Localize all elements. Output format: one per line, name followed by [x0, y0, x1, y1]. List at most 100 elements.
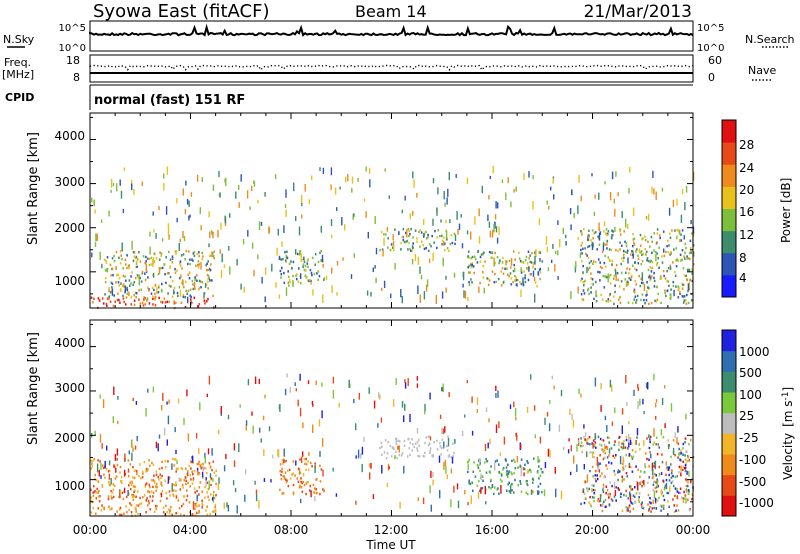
echo-cell: [692, 263, 695, 266]
echo-cell: [520, 443, 522, 450]
echo-cell: [607, 273, 609, 283]
echo-cell: [489, 438, 491, 445]
echo-cell: [530, 489, 533, 495]
echo-cell: [285, 209, 287, 217]
echo-cell: [355, 455, 357, 459]
echo-cell: [139, 260, 142, 263]
echo-cell: [96, 487, 98, 491]
echo-cell: [304, 184, 306, 192]
echo-cell: [628, 268, 631, 271]
echo-cell: [526, 480, 528, 483]
echo-cell: [194, 287, 196, 290]
echo-cell: [645, 250, 648, 253]
echo-cell: [677, 259, 679, 262]
echo-cell: [201, 503, 204, 507]
echo-cell: [631, 457, 634, 460]
echo-cell: [510, 283, 513, 286]
echo-cell: [309, 268, 312, 272]
echo-cell: [638, 248, 641, 254]
echo-cell: [238, 202, 240, 208]
echo-cell: [683, 490, 685, 494]
echo-cell: [183, 236, 186, 242]
echo-cell: [301, 258, 303, 262]
echo-cell: [625, 506, 628, 509]
echo-cell: [201, 177, 203, 182]
echo-cell: [563, 446, 565, 450]
echo-cell: [432, 252, 434, 262]
echo-cell: [627, 281, 629, 285]
echo-cell: [669, 266, 672, 270]
echo-cell: [439, 441, 441, 445]
echo-cell: [300, 253, 302, 262]
echo-cell: [593, 455, 595, 459]
echo-cell: [655, 490, 658, 493]
echo-cell: [676, 235, 678, 240]
echo-cell: [646, 259, 648, 262]
echo-cell: [205, 268, 208, 272]
echo-cell: [225, 453, 227, 460]
echo-cell: [608, 504, 611, 507]
echo-cell: [182, 188, 184, 196]
echo-cell: [412, 171, 414, 179]
echo-cell: [663, 248, 665, 253]
echo-cell: [143, 296, 145, 302]
echo-cell: [469, 482, 472, 486]
echo-cell: [457, 228, 459, 235]
echo-cell: [179, 238, 181, 243]
echo-cell: [625, 453, 627, 457]
echo-cell: [190, 467, 192, 470]
echo-cell: [593, 492, 596, 495]
echo-cell: [315, 488, 317, 491]
echo-cell: [136, 435, 138, 442]
echo-cell: [122, 283, 125, 286]
echo-cell: [342, 257, 344, 261]
echo-cell: [121, 242, 123, 252]
echo-cell: [626, 249, 629, 252]
echo-cell: [599, 474, 602, 478]
echo-cell: [573, 455, 575, 464]
echo-cell: [268, 226, 270, 234]
echo-cell: [108, 289, 110, 292]
echo-cell: [119, 288, 122, 291]
echo-cell: [375, 247, 378, 255]
echo-cell: [283, 271, 285, 275]
echo-cell: [401, 452, 404, 455]
echo-cell: [607, 493, 609, 496]
echo-cell: [339, 186, 341, 190]
nave-label: Nave: [748, 64, 776, 77]
echo-cell: [574, 265, 577, 273]
echo-cell: [657, 484, 659, 488]
echo-cell: [634, 450, 637, 453]
echo-cell: [662, 269, 665, 273]
echo-cell: [138, 274, 141, 278]
echo-cell: [451, 457, 454, 464]
echo-cell: [130, 480, 133, 483]
echo-cell: [446, 197, 448, 205]
echo-cell: [605, 492, 607, 495]
echo-cell: [97, 491, 99, 494]
echo-cell: [627, 447, 629, 450]
echo-cell: [168, 477, 171, 481]
echo-cell: [188, 200, 190, 207]
echo-cell: [482, 271, 484, 274]
echo-cell: [468, 281, 470, 284]
echo-cell: [175, 511, 178, 515]
echo-cell: [618, 285, 621, 288]
echo-cell: [654, 501, 657, 505]
echo-cell: [286, 479, 288, 482]
echo-cell: [209, 473, 212, 478]
echo-cell: [621, 211, 623, 219]
echo-cell: [91, 465, 94, 468]
power-cb-tick-24: 24: [739, 161, 754, 175]
echo-cell: [641, 501, 643, 504]
echo-cell: [104, 476, 106, 479]
echo-cell: [439, 489, 441, 499]
velocity-cb-label-main: Velocity: [781, 433, 795, 480]
echo-cell: [292, 274, 294, 278]
echo-cell: [384, 168, 386, 172]
echo-cell: [666, 466, 668, 469]
echo-cell: [627, 497, 630, 500]
echo-cell: [571, 189, 573, 195]
echo-cell: [684, 251, 686, 254]
